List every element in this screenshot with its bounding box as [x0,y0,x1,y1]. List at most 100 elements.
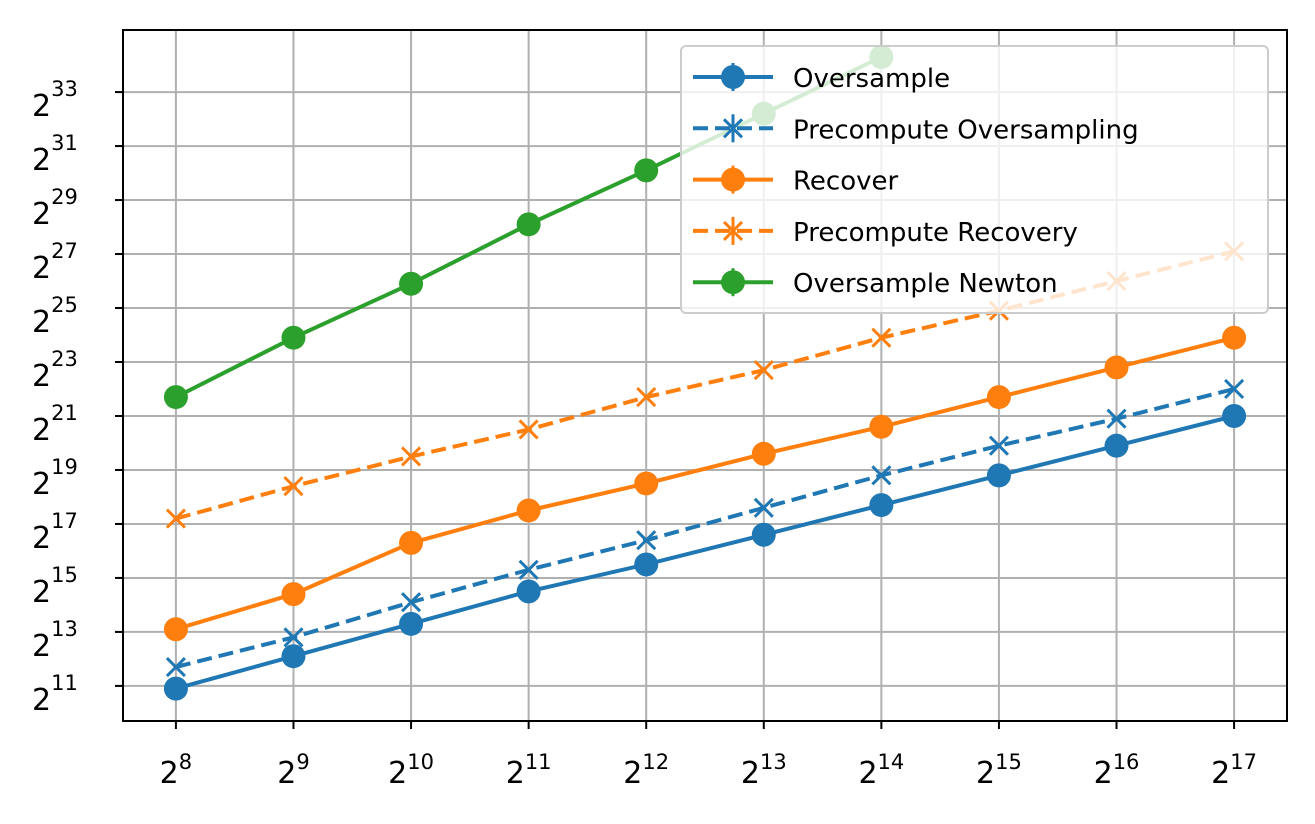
y-tick-label: 211 [32,671,78,718]
data-point [516,498,541,523]
x-axis-ticks: 28 29 210 211 212 213 214 215 216 217 [160,721,1257,791]
y-tick-label: 227 [32,239,78,286]
data-point [281,325,306,350]
data-point [281,644,306,669]
data-point [871,327,892,348]
y-tick-label: 217 [32,509,78,556]
data-point [516,579,541,604]
data-point [163,385,188,410]
data-point [518,559,539,580]
data-point [634,471,659,496]
data-point [1224,378,1245,400]
legend-label: Precompute Oversampling [793,115,1139,145]
plot-frame [122,29,1288,722]
data-point [871,465,892,486]
legend-marker [722,220,744,241]
x-tick-label: 215 [976,750,1022,791]
legend-label: Oversample [793,64,950,94]
data-point [163,676,188,701]
data-point [399,611,424,636]
data-point [869,414,894,439]
series-recover [163,325,1247,642]
legend-marker [721,167,745,192]
data-point [400,446,422,467]
data-point [634,552,659,577]
data-point [165,508,186,529]
data-point [516,212,541,237]
y-tick-label: 219 [32,455,78,502]
data-point [163,617,188,642]
x-tick-label: 217 [1211,750,1257,791]
x-marker-stroke [753,360,774,381]
data-point [751,441,776,466]
legend-marker [721,270,745,295]
data-point [283,627,304,648]
y-tick-label: 213 [32,617,78,664]
series-line [175,414,1235,691]
series-layer [163,44,1247,701]
y-axis-ticks: 211 213 215 217 219 221 223 225 227 229 231 233 [32,77,123,718]
data-point [986,385,1011,410]
data-point [986,463,1011,488]
data-point [753,360,774,381]
x-marker-stroke [400,592,422,613]
x-marker-stroke [988,435,1010,456]
x-tick-label: 214 [858,750,904,791]
data-point [283,476,304,497]
x-marker-stroke [165,656,186,678]
data-point [281,582,306,607]
legend-label: Precompute Recovery [793,218,1078,248]
x-tick-label: 212 [623,750,669,791]
data-point [165,656,186,678]
y-tick-label: 229 [32,185,78,232]
data-point [1222,325,1247,350]
x-marker-stroke [636,387,657,408]
x-marker-stroke [636,530,657,551]
data-point [399,530,424,555]
x-marker-stroke [871,327,892,348]
y-tick-label: 223 [32,347,78,394]
x-marker-stroke [518,559,539,580]
data-point [636,387,657,408]
legend-label: Recover [793,167,898,197]
x-marker-stroke [722,220,744,241]
data-point [988,435,1010,456]
y-tick-label: 233 [32,77,78,124]
legend-marker [721,65,745,89]
data-point [400,592,422,613]
data-point [1104,433,1129,458]
data-point [751,522,776,547]
x-tick-label: 28 [160,750,192,791]
y-tick-label: 221 [32,401,78,448]
series-precompute-oversampling [165,378,1245,678]
x-marker-stroke [283,627,304,648]
data-point [869,493,894,518]
x-marker-stroke [400,446,422,467]
x-marker-stroke [518,419,539,440]
x-tick-label: 216 [1094,750,1140,791]
legend-label: Oversample Newton [793,269,1058,299]
x-marker-stroke [283,476,304,497]
y-tick-label: 231 [32,131,78,178]
data-point [753,497,774,518]
x-tick-label: 29 [277,750,309,791]
data-point [634,158,659,183]
x-marker-stroke [1224,378,1245,400]
x-marker-stroke [871,465,892,486]
data-point [1106,408,1127,429]
data-point [518,419,539,440]
legend: Oversample Precompute Oversampling Recover… [680,45,1269,314]
x-marker-stroke [753,497,774,518]
x-marker-stroke [165,508,186,529]
series-line [175,387,1235,669]
data-point [1222,403,1247,428]
y-tick-label: 215 [32,563,78,610]
legend-box [680,45,1269,314]
legend-marker [722,118,744,139]
series-line [175,335,1235,632]
x-tick-label: 211 [506,750,552,791]
data-point [636,530,657,551]
x-marker-stroke [722,118,744,139]
series-oversample [163,403,1247,701]
